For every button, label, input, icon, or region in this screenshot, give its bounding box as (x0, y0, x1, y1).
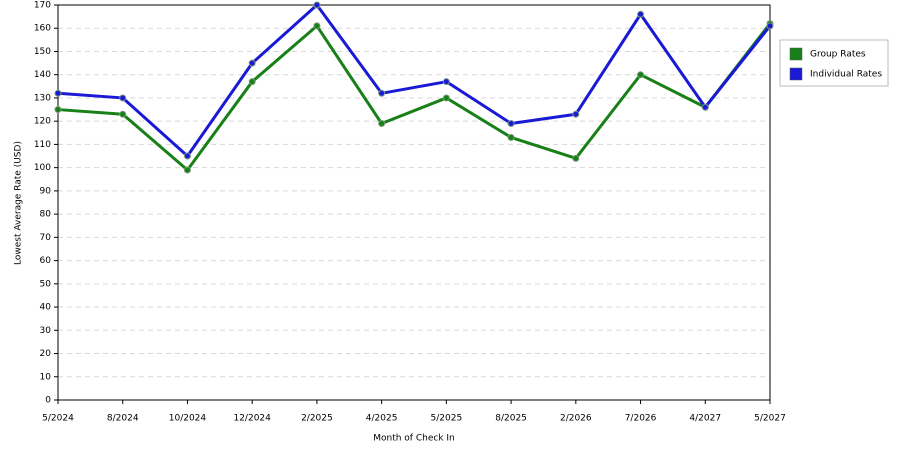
y-tick-label: 150 (34, 47, 51, 57)
x-axis-label: Month of Check In (373, 434, 455, 444)
y-tick-label: 70 (40, 233, 52, 243)
x-tick-label: 5/2027 (754, 414, 786, 424)
y-tick-label: 60 (40, 256, 52, 266)
legend-label: Individual Rates (810, 70, 882, 80)
data-point (54, 106, 62, 114)
data-point (507, 133, 515, 141)
data-point (507, 120, 515, 127)
data-point (119, 110, 127, 118)
y-axis-label: Lowest Average Rate (USD) (14, 141, 24, 265)
data-point (248, 78, 256, 86)
data-point (766, 22, 774, 30)
y-tick-label: 50 (40, 279, 52, 289)
y-tick-label: 130 (34, 93, 51, 103)
data-point (378, 89, 386, 97)
data-point (248, 59, 256, 67)
data-point (183, 152, 191, 160)
y-tick-label: 80 (40, 210, 52, 220)
y-tick-label: 110 (34, 140, 51, 150)
x-tick-label: 4/2027 (689, 414, 721, 424)
plot-frame (57, 4, 771, 401)
data-point (183, 166, 191, 174)
y-tick-label: 90 (40, 186, 52, 196)
x-tick-label: 5/2025 (431, 414, 463, 424)
data-point (54, 89, 62, 97)
x-tick-label: 5/2024 (42, 414, 74, 424)
data-point (442, 78, 450, 86)
x-tick-label: 10/2024 (169, 414, 207, 424)
x-tick-label: 2/2026 (560, 414, 592, 424)
data-point (442, 94, 450, 102)
series-line (57, 22, 772, 172)
y-tick-label: 30 (40, 326, 52, 336)
y-tick-label: 160 (34, 24, 51, 34)
y-tick-label: 140 (34, 70, 51, 80)
x-tick-label: 2/2025 (301, 414, 333, 424)
data-point (572, 110, 580, 118)
y-tick-label: 10 (40, 372, 52, 382)
data-point (119, 94, 127, 102)
y-tick-label: 100 (34, 163, 51, 173)
y-tick-label: 0 (45, 396, 51, 406)
x-tick-label: 7/2026 (625, 414, 657, 424)
legend-label: Group Rates (810, 50, 866, 60)
y-tick-label: 170 (34, 1, 51, 11)
data-point (637, 10, 645, 18)
y-tick-label: 40 (40, 303, 52, 313)
data-point (637, 71, 645, 79)
x-tick-label: 8/2024 (107, 414, 139, 424)
data-point (572, 154, 580, 162)
y-tick-label: 120 (34, 117, 51, 127)
data-point (701, 103, 709, 111)
y-tick-label: 20 (40, 349, 52, 359)
x-tick-label: 8/2025 (495, 414, 527, 424)
data-point (313, 1, 321, 9)
data-point (313, 22, 321, 30)
series-line (57, 3, 772, 158)
legend-swatch (789, 67, 803, 81)
legend-swatch (789, 47, 803, 61)
data-point (378, 120, 386, 127)
x-tick-label: 4/2025 (366, 414, 398, 424)
x-tick-label: 12/2024 (233, 414, 271, 424)
